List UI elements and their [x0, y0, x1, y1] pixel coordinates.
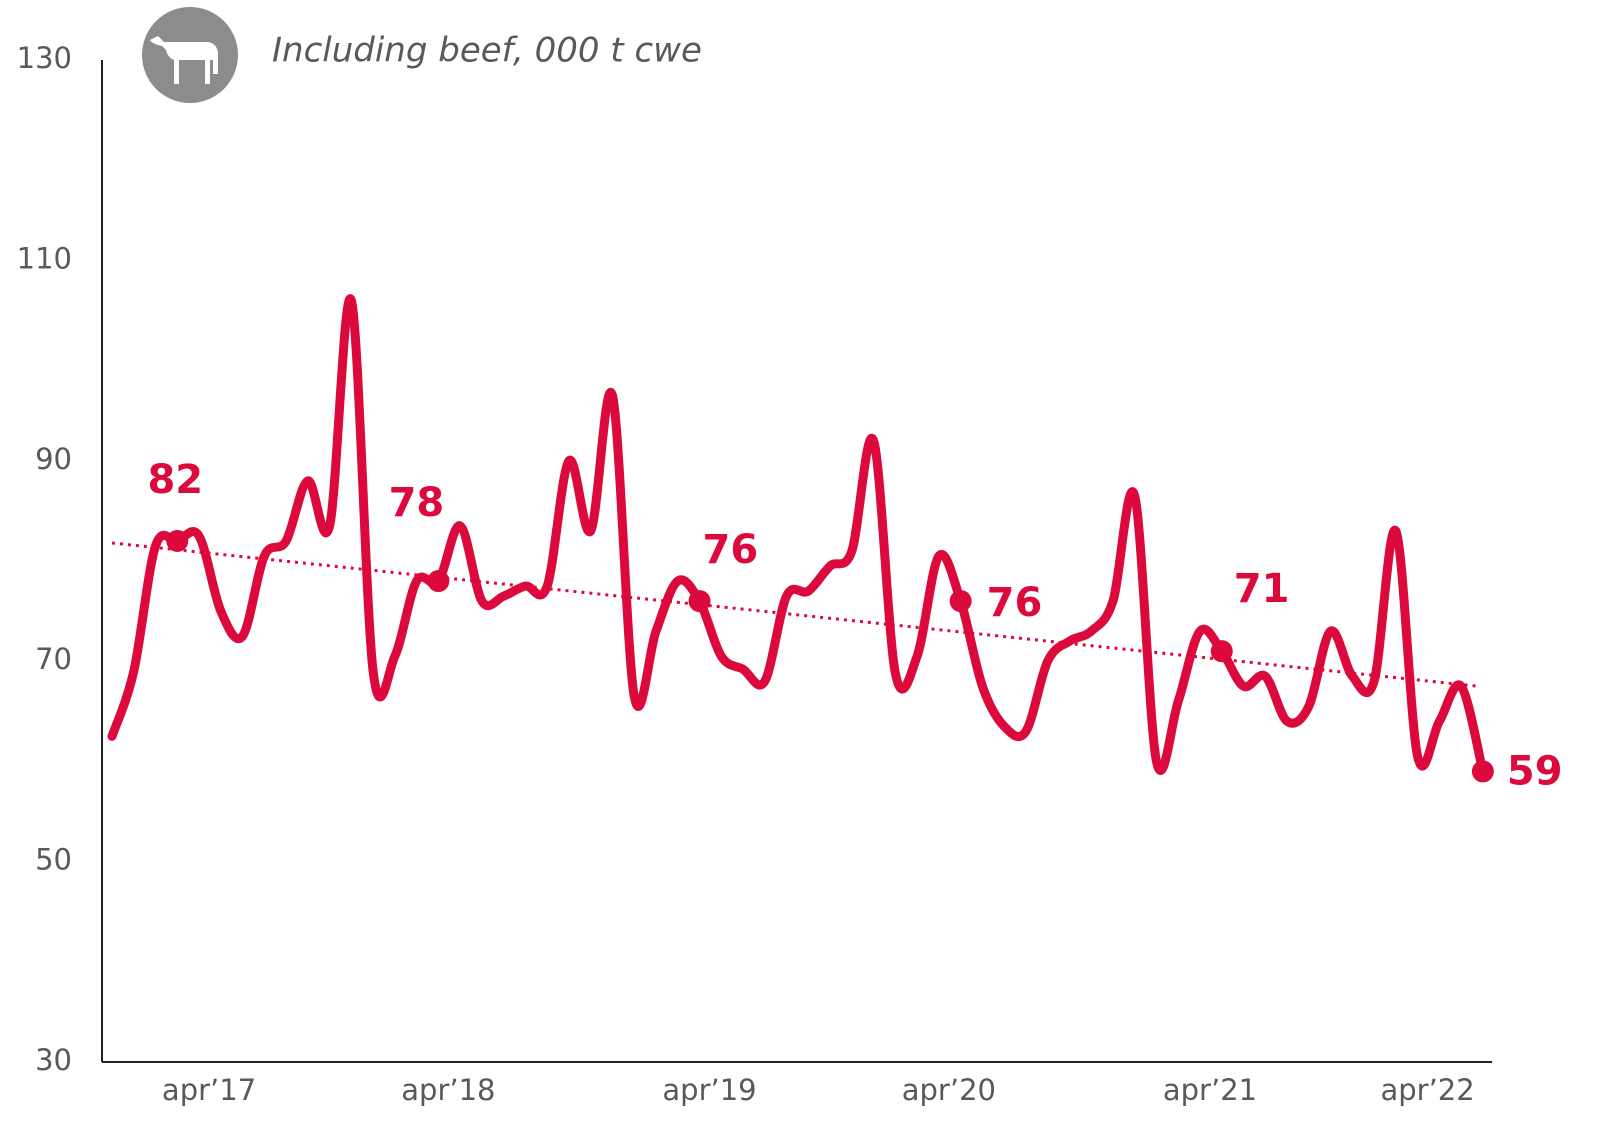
y-tick-label: 30 — [35, 1043, 72, 1077]
point-marker — [1210, 640, 1233, 663]
data-label: 76 — [987, 580, 1043, 626]
x-tick-label: apr’19 — [662, 1073, 756, 1107]
data-label: 71 — [1234, 566, 1290, 612]
point-marker — [949, 590, 972, 613]
y-tick-label: 90 — [35, 442, 72, 476]
y-tick-label: 110 — [17, 241, 72, 275]
x-tick-label: apr’22 — [1380, 1073, 1474, 1107]
point-marker — [166, 529, 189, 552]
data-label: 59 — [1507, 748, 1563, 794]
data-label: 76 — [703, 527, 759, 573]
x-tick-label: apr’17 — [162, 1073, 256, 1107]
point-marker — [1471, 760, 1494, 783]
cow-icon — [142, 7, 238, 103]
series-line — [107, 294, 1488, 776]
point-marker — [688, 590, 711, 613]
x-tick-label: apr’21 — [1163, 1073, 1257, 1107]
y-tick-label: 130 — [17, 41, 72, 75]
data-label: 82 — [147, 457, 203, 503]
point-marker — [427, 570, 450, 593]
trend-line — [111, 541, 1479, 688]
subtitle: Including beef, 000 t cwe — [272, 31, 702, 71]
y-tick-label: 50 — [35, 843, 72, 877]
x-tick-label: apr’20 — [902, 1073, 996, 1107]
y-tick-label: 70 — [35, 642, 72, 676]
x-tick-label: apr’18 — [401, 1073, 495, 1107]
data-label: 78 — [389, 480, 445, 526]
